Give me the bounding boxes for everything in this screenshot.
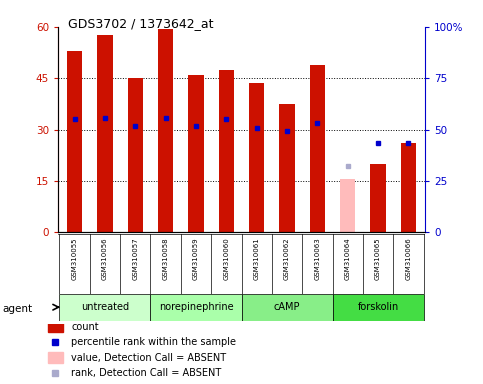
Text: norepinephrine: norepinephrine [159, 302, 233, 312]
Bar [128, 78, 143, 232]
Text: percentile rank within the sample: percentile rank within the sample [71, 337, 236, 348]
Text: GSM310058: GSM310058 [163, 237, 169, 280]
Bar [340, 179, 355, 232]
Text: count: count [71, 322, 99, 332]
Bar [310, 65, 325, 232]
Text: GSM310061: GSM310061 [254, 237, 260, 280]
Bar [67, 51, 82, 232]
Bar [48, 321, 63, 332]
Text: cAMP: cAMP [274, 302, 300, 312]
Bar [188, 75, 203, 232]
Bar [401, 143, 416, 232]
Text: value, Detection Call = ABSENT: value, Detection Call = ABSENT [71, 353, 226, 363]
Text: GSM310056: GSM310056 [102, 237, 108, 280]
Bar [151, 294, 242, 321]
Text: GSM310060: GSM310060 [223, 237, 229, 280]
Text: GSM310063: GSM310063 [314, 237, 320, 280]
Text: forskolin: forskolin [357, 302, 398, 312]
Text: GSM310059: GSM310059 [193, 237, 199, 280]
Bar [98, 35, 113, 232]
Text: untreated: untreated [81, 302, 129, 312]
Text: GSM310057: GSM310057 [132, 237, 138, 280]
Text: agent: agent [2, 304, 32, 314]
Bar [332, 294, 424, 321]
Bar [48, 353, 63, 363]
Text: GSM310062: GSM310062 [284, 237, 290, 280]
Text: GSM310065: GSM310065 [375, 237, 381, 280]
Text: GSM310064: GSM310064 [345, 237, 351, 280]
Bar [158, 28, 173, 232]
Text: GSM310055: GSM310055 [71, 237, 78, 280]
Bar [280, 104, 295, 232]
Bar [249, 83, 264, 232]
Bar [370, 164, 385, 232]
Text: GSM310066: GSM310066 [405, 237, 412, 280]
Bar [219, 70, 234, 232]
Text: GDS3702 / 1373642_at: GDS3702 / 1373642_at [68, 17, 213, 30]
Bar [59, 294, 151, 321]
Bar [242, 294, 332, 321]
Text: rank, Detection Call = ABSENT: rank, Detection Call = ABSENT [71, 368, 221, 378]
